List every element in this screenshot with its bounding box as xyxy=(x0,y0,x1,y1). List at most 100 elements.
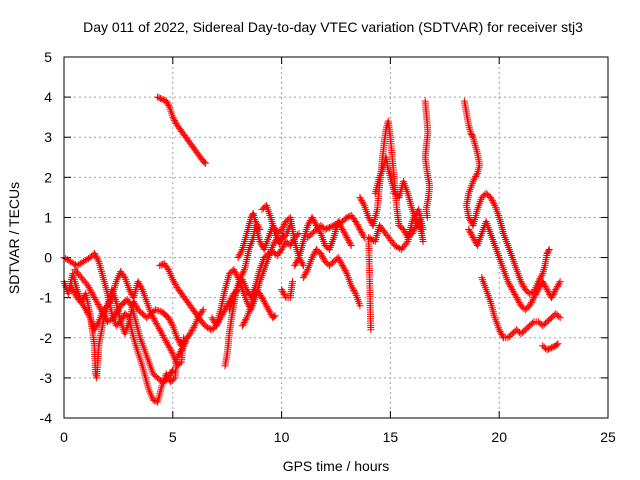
data-point xyxy=(325,223,333,231)
data-point xyxy=(164,340,172,348)
data-point xyxy=(294,231,302,239)
data-point xyxy=(348,283,356,291)
data-point xyxy=(256,238,264,246)
data-point xyxy=(279,289,287,297)
data-point xyxy=(165,343,173,351)
data-point xyxy=(105,298,113,306)
data-point xyxy=(399,225,407,233)
data-point xyxy=(556,278,564,286)
data-point xyxy=(318,251,326,259)
data-point xyxy=(148,311,156,319)
data-point xyxy=(544,287,552,295)
data-point xyxy=(155,307,163,315)
data-point xyxy=(473,171,481,179)
data-point xyxy=(338,260,346,268)
data-point xyxy=(291,262,299,270)
data-point xyxy=(555,312,563,320)
data-point xyxy=(155,94,163,102)
data-point xyxy=(107,295,115,303)
data-point xyxy=(347,242,355,250)
data-point xyxy=(358,229,366,237)
data-point xyxy=(252,219,260,227)
data-point xyxy=(258,293,266,301)
data-point xyxy=(341,266,349,274)
data-point xyxy=(554,281,562,289)
data-point xyxy=(176,359,184,367)
data-point xyxy=(342,268,350,276)
data-point xyxy=(156,307,164,315)
data-point xyxy=(468,232,476,240)
data-point xyxy=(170,115,178,123)
series-j xyxy=(238,286,279,330)
data-point xyxy=(175,337,183,345)
data-point xyxy=(256,225,264,233)
data-point xyxy=(509,287,517,295)
data-point xyxy=(301,270,309,278)
data-point xyxy=(310,250,318,258)
data-point xyxy=(278,244,286,252)
data-point xyxy=(336,257,344,265)
data-point xyxy=(298,260,306,268)
data-point xyxy=(253,221,261,229)
data-point xyxy=(336,219,344,227)
data-point xyxy=(170,277,178,285)
data-point xyxy=(265,306,273,314)
data-point xyxy=(135,279,143,287)
data-point xyxy=(266,309,274,317)
data-point xyxy=(467,230,475,238)
data-point xyxy=(164,100,172,108)
data-point xyxy=(531,292,539,300)
data-point xyxy=(278,286,286,294)
data-point xyxy=(340,229,348,237)
data-point xyxy=(533,287,541,295)
series-u xyxy=(460,97,553,298)
data-point xyxy=(355,224,363,232)
data-point xyxy=(117,318,125,326)
data-point xyxy=(302,269,310,277)
data-point xyxy=(539,278,547,286)
series-p xyxy=(304,211,368,241)
data-point xyxy=(288,238,296,246)
series-v xyxy=(465,217,564,314)
data-point xyxy=(528,297,536,305)
data-point xyxy=(342,232,350,240)
data-point xyxy=(547,294,555,302)
data-point xyxy=(340,265,348,273)
data-point xyxy=(150,315,158,323)
data-point xyxy=(169,276,177,284)
data-point xyxy=(201,159,209,167)
data-point xyxy=(343,213,351,221)
data-point xyxy=(487,195,495,203)
data-point xyxy=(330,221,338,229)
data-point xyxy=(93,254,101,262)
data-point xyxy=(239,320,247,328)
data-point xyxy=(168,320,176,328)
data-point xyxy=(295,229,303,237)
data-point xyxy=(178,346,186,354)
data-point xyxy=(333,220,341,228)
data-point xyxy=(547,344,555,352)
data-point xyxy=(358,197,366,205)
data-point xyxy=(91,324,99,332)
data-point xyxy=(175,351,183,359)
data-point xyxy=(254,222,262,230)
data-point xyxy=(308,213,316,221)
data-point xyxy=(538,271,546,279)
data-point xyxy=(411,225,419,233)
data-point xyxy=(403,239,411,247)
data-points xyxy=(60,93,564,406)
data-point xyxy=(267,248,275,256)
data-point xyxy=(242,315,250,323)
data-point xyxy=(286,242,294,250)
data-point xyxy=(280,221,288,229)
series-f xyxy=(154,93,209,167)
data-point xyxy=(151,397,159,405)
data-point xyxy=(299,274,307,282)
data-point xyxy=(465,225,473,233)
data-point xyxy=(347,282,355,290)
data-point xyxy=(321,225,329,233)
data-point xyxy=(495,326,503,334)
data-point xyxy=(472,173,480,181)
data-point xyxy=(124,312,132,320)
